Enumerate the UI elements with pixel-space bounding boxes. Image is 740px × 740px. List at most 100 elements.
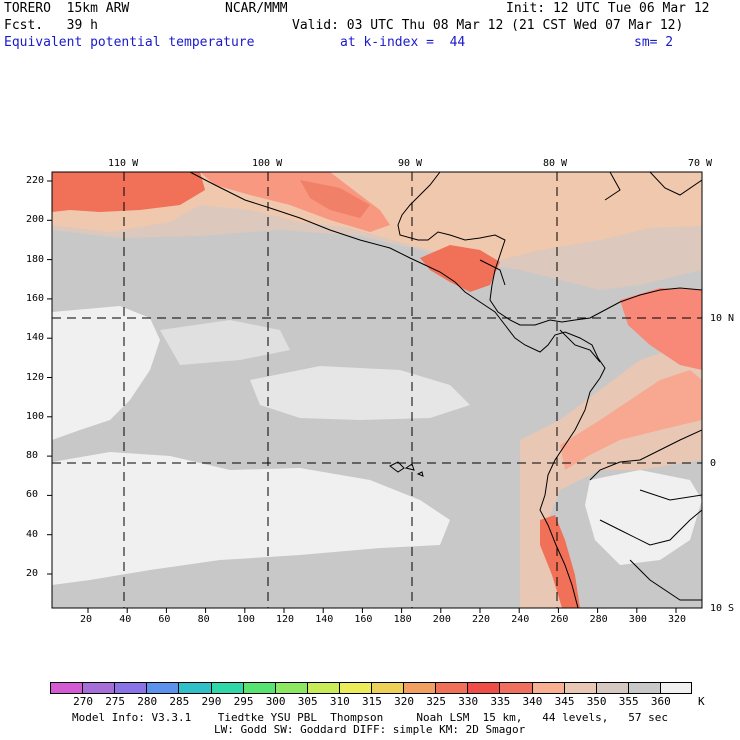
colorbar-swatch (146, 682, 179, 694)
colorbar-swatch (467, 682, 500, 694)
y-tick-label: 20 (26, 568, 39, 579)
model-name: TORERO 15km ARW (4, 1, 130, 16)
y-tick-label: 100 (26, 410, 45, 422)
organization: NCAR/MMM (225, 1, 288, 16)
colorbar-swatch (403, 682, 436, 694)
colorbar-swatch (274, 682, 308, 694)
smoothing-info: sm= 2 (634, 35, 674, 50)
x-tick-label: 320 (668, 614, 687, 625)
y-tick-label: 180 (26, 253, 45, 265)
physics-info: LW: Godd SW: Goddard DIFF: simple KM: 2D… (214, 723, 526, 736)
light-patch-land-south (585, 470, 702, 565)
x-tick-label: 160 (354, 614, 373, 625)
coastlines (189, 172, 702, 608)
colorbar-label: 315 (362, 695, 382, 708)
x-tick-label: 60 (158, 614, 171, 625)
lon-label-80w: 80 W (543, 158, 568, 169)
colorbar-label: 285 (169, 695, 190, 708)
colorbar-swatch (210, 682, 244, 694)
light-patch-mid (160, 320, 290, 365)
colorbar-swatch (82, 682, 115, 694)
forecast-hour: Fcst. 39 h (4, 18, 98, 33)
x-tick-label: 240 (511, 614, 530, 625)
lon-label-100w: 100 W (252, 158, 283, 169)
x-tick-label: 260 (550, 614, 569, 625)
colorbar-swatch (499, 682, 532, 694)
y-tick-label: 140 (26, 332, 45, 344)
colorbar-label: 270 (73, 695, 93, 708)
level-info: at k-index = 44 (340, 35, 466, 50)
x-tick-label: 140 (315, 614, 334, 625)
lon-label-70w: 70 W (688, 158, 713, 169)
hot-zone-caribbean (620, 288, 702, 370)
x-tick-label: 300 (628, 614, 647, 625)
colorbar-label: 275 (105, 695, 126, 708)
lon-label-110w: 110 W (108, 158, 139, 169)
lat-label-10n: 10 N (710, 313, 735, 324)
hot-zone-central-america (420, 245, 500, 292)
colorbar-swatch (627, 682, 661, 694)
colorbar-label: 355 (618, 695, 639, 708)
hot-zone-ecuador (560, 370, 702, 470)
model-info: Model Info: V3.3.1 Tiedtke YSU PBL Thomp… (72, 711, 669, 724)
colorbar-label: 325 (426, 695, 447, 708)
light-patch-west (52, 306, 160, 440)
colorbar-swatch (114, 682, 147, 694)
x-tick-label: 200 (432, 614, 451, 625)
colorbar-swatch (306, 682, 340, 694)
y-tick-label: 120 (26, 371, 45, 383)
colorbar-label: 305 (297, 695, 318, 708)
colorbar-label: 350 (586, 695, 607, 708)
x-tick-label: 100 (236, 614, 255, 625)
y-tick-label: 40 (26, 528, 39, 540)
hot-zone-andes (540, 515, 580, 608)
lat-label-0: 0 (710, 458, 717, 469)
colorbar-label: 300 (265, 695, 286, 708)
colorbar-swatch (178, 682, 211, 694)
colorbar-label: 310 (329, 695, 350, 708)
colorbar-swatch (531, 682, 565, 694)
field-name: Equivalent potential temperature (4, 35, 255, 50)
colorbar-swatch (595, 682, 629, 694)
valid-time: Valid: 03 UTC Thu 08 Mar 12 (21 CST Wed … (292, 18, 684, 33)
colorbar-swatch (435, 682, 468, 694)
colorbar-swatch (242, 682, 276, 694)
x-tick-label: 120 (276, 614, 295, 625)
y-tick-label: 220 (26, 175, 45, 186)
colorbar-swatch (371, 682, 404, 694)
colorbar-label: 360 (650, 695, 671, 708)
hot-zone-yucatan (300, 180, 370, 218)
colorbar-swatch (50, 682, 83, 694)
colorbar-label: 320 (394, 695, 414, 708)
light-patch-center (250, 366, 470, 420)
colorbar-label: 335 (490, 695, 511, 708)
colorbar-unit: K (698, 695, 705, 708)
y-tick-label: 160 (26, 292, 45, 304)
x-tick-label: 180 (393, 614, 412, 625)
colorbar-label: 280 (137, 695, 158, 708)
colorbar-swatch (338, 682, 372, 694)
colorbar-label: 340 (522, 695, 543, 708)
lon-label-90w: 90 W (398, 158, 423, 169)
init-time: Init: 12 UTC Tue 06 Mar 12 (506, 1, 710, 16)
light-patch-south (52, 452, 450, 585)
map-frame (51, 171, 703, 609)
x-tick-label: 80 (197, 614, 210, 625)
y-tick-label: 60 (26, 489, 39, 501)
hot-zone-northwest (52, 172, 205, 212)
y-tick-label: 80 (26, 450, 39, 462)
x-tick-label: 20 (80, 614, 93, 625)
colorbar-label: 295 (233, 695, 254, 708)
lat-lon-grid (52, 172, 702, 608)
colorbar-swatch (563, 682, 597, 694)
colorbar-label: 290 (201, 695, 222, 708)
y-tick-label: 200 (26, 214, 45, 226)
colorbar-swatch (659, 682, 693, 694)
colorbar-label: 345 (554, 695, 575, 708)
hot-zone-mexico (200, 172, 390, 232)
x-tick-label: 40 (119, 614, 132, 625)
colorbar-label: 330 (458, 695, 479, 708)
lat-label-10s: 10 S (710, 603, 735, 614)
x-tick-label: 220 (472, 614, 491, 625)
